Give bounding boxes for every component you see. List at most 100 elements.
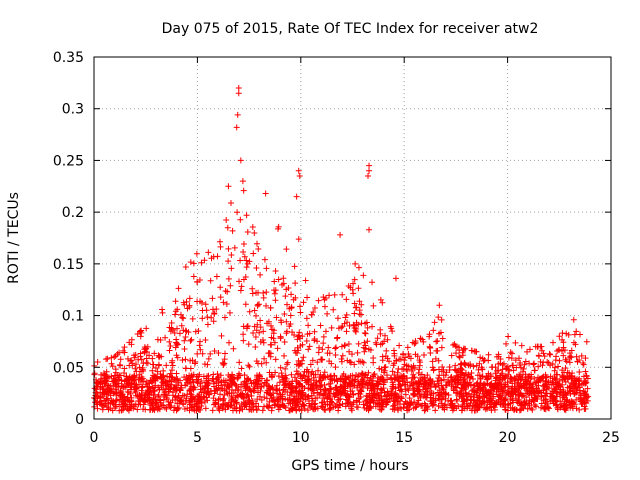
data-point (566, 384, 573, 391)
data-point (187, 337, 194, 344)
data-point (223, 301, 230, 308)
data-point (152, 382, 159, 389)
data-point (267, 304, 274, 311)
data-point (360, 359, 367, 366)
data-point (351, 361, 358, 368)
data-point (246, 400, 253, 407)
data-point (291, 263, 298, 270)
data-point (276, 379, 283, 386)
data-point (464, 405, 471, 412)
data-point (246, 406, 253, 413)
data-point (547, 379, 554, 386)
data-point (235, 90, 242, 97)
data-point (286, 323, 293, 330)
data-point (321, 374, 328, 381)
data-point (455, 344, 462, 351)
data-point (416, 366, 423, 373)
data-point (388, 325, 395, 332)
data-point (141, 349, 148, 356)
data-point (509, 350, 516, 357)
data-point (209, 407, 216, 414)
data-point (515, 381, 522, 388)
data-point (432, 355, 439, 362)
data-point (99, 383, 106, 390)
data-point (168, 367, 175, 374)
data-point (255, 245, 262, 252)
data-point (429, 358, 436, 365)
data-point (443, 381, 450, 388)
data-point (291, 374, 298, 381)
data-point (139, 366, 146, 373)
data-point (530, 397, 537, 404)
data-point (582, 355, 589, 362)
data-point (427, 392, 434, 399)
axis-ticks: 0 5 10 15 20 25 0 0.05 0.1 0.15 0.2 0.25 0.3 0.35 (53, 50, 620, 446)
data-point (226, 339, 233, 346)
data-point (435, 314, 442, 321)
data-point (365, 405, 372, 412)
data-point (502, 407, 509, 414)
data-point (182, 263, 189, 270)
data-point (188, 336, 195, 343)
data-point (164, 373, 171, 380)
data-point (288, 406, 295, 413)
data-point (481, 356, 488, 363)
data-point (533, 403, 540, 410)
data-point (242, 273, 249, 280)
data-point (396, 342, 403, 349)
data-point (172, 308, 179, 315)
data-point (355, 358, 362, 365)
data-point (197, 406, 204, 413)
data-point (116, 376, 123, 383)
data-point (538, 400, 545, 407)
data-point (237, 157, 244, 164)
data-point (388, 392, 395, 399)
data-point (161, 393, 168, 400)
data-point (293, 193, 300, 200)
data-point (165, 398, 172, 405)
data-point (421, 351, 427, 358)
data-point (397, 382, 404, 389)
data-point (118, 407, 125, 414)
data-point (318, 381, 325, 388)
data-point (174, 341, 181, 348)
data-point (284, 359, 291, 366)
data-point (346, 379, 353, 386)
data-point (520, 382, 527, 389)
data-point (505, 366, 512, 373)
data-point (272, 267, 279, 274)
data-point (445, 397, 452, 404)
data-point (583, 373, 590, 380)
data-point (535, 390, 542, 397)
data-point (355, 404, 362, 411)
data-point (239, 178, 246, 185)
data-point (264, 387, 271, 394)
data-point (526, 373, 533, 380)
data-point (554, 380, 561, 387)
data-point (271, 339, 278, 346)
data-point (201, 361, 208, 368)
data-point (325, 344, 332, 351)
data-point (471, 407, 478, 414)
data-point (243, 212, 250, 219)
data-point (102, 378, 109, 385)
data-point (376, 401, 383, 408)
data-point (278, 319, 285, 326)
data-point (363, 392, 370, 399)
data-point (422, 383, 429, 390)
data-point (256, 329, 263, 336)
data-point (571, 331, 578, 338)
data-point (571, 390, 578, 397)
data-point (393, 357, 400, 364)
data-point (220, 299, 227, 306)
data-point (581, 390, 588, 397)
data-point (337, 231, 344, 238)
data-point (322, 407, 329, 414)
data-point (219, 405, 226, 412)
data-point (464, 373, 471, 380)
data-point (175, 285, 182, 292)
data-point (512, 395, 519, 402)
y-tick-label: 0.2 (62, 205, 84, 221)
data-point (380, 369, 387, 376)
data-point (105, 406, 112, 413)
